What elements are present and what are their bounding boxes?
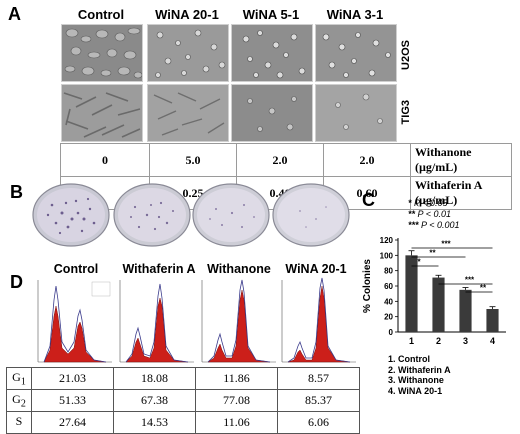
significance-text: P < 0.05 (414, 198, 448, 208)
micrograph-u2os-wina-3-1 (315, 24, 397, 82)
phase-subscript: 1 (20, 376, 26, 388)
histogram-title-withanone: Withanone (207, 262, 271, 276)
micrograph-tig3-wina-20-1 (147, 84, 229, 142)
significance-label: *** (441, 240, 451, 249)
significance-marker: ** (408, 209, 416, 219)
histogram-title-wina-20-1: WiNA 20-1 (285, 262, 347, 276)
row-label-tig3: TIG3 (400, 100, 412, 125)
category-legend-item: 3. Withanone (388, 375, 444, 385)
row-label-u2os: U2OS (400, 40, 412, 70)
row-label-withanone: Withanone (µg/mL) (410, 143, 512, 177)
phase-label-g1: G1 (6, 367, 32, 390)
table-cell: 6.06 (277, 411, 360, 434)
table-cell: 8.57 (277, 367, 360, 390)
table-cell: 2.0 (236, 143, 324, 177)
colony-dish-1 (32, 183, 110, 247)
phase-letter: S (15, 413, 23, 428)
y-tick-label: 80 (384, 267, 393, 276)
table-cell: 11.86 (195, 367, 278, 390)
significance-item: *** P < 0.001 (408, 220, 459, 231)
table-cell: 5.0 (149, 143, 237, 177)
x-tick-label: 3 (463, 336, 468, 346)
micrograph-tig3-wina-5-1 (231, 84, 313, 142)
cell-cycle-histogram-wina-20-1 (281, 277, 356, 363)
panel-label-c: C (362, 190, 375, 210)
y-axis-label: % Colonies (362, 259, 373, 313)
table-cell: 77.08 (195, 389, 278, 412)
category-legend: 1. Control 2. Withaferin A 3. Withanone … (388, 354, 451, 396)
significance-label: ** (429, 249, 436, 258)
bar (432, 277, 445, 332)
column-title-wina-20-1: WiNA 20-1 (155, 7, 219, 22)
phase-label-g2: G2 (6, 389, 32, 412)
category-legend-item: 2. Withaferin A (388, 364, 451, 375)
phase-letter: G (12, 391, 21, 406)
y-tick-label: 0 (389, 328, 394, 337)
table-cell: 21.03 (31, 367, 114, 390)
y-tick-label: 20 (384, 313, 393, 322)
table-row: G2 51.33 67.38 77.08 85.37 (6, 389, 360, 412)
table-cell: 67.38 (113, 389, 196, 412)
y-tick-label: 60 (384, 282, 393, 291)
micrograph-u2os-wina-20-1 (147, 24, 229, 82)
y-tick-label: 100 (380, 251, 394, 260)
panel-label-a: A (8, 4, 21, 24)
panel-label-b: B (10, 182, 23, 202)
category-legend-item: 4. WiNA 20-1 (388, 385, 443, 396)
histogram-title-control: Control (53, 262, 99, 276)
significance-marker: * (408, 198, 412, 208)
bar (459, 289, 472, 332)
significance-label: * (417, 258, 421, 267)
significance-text: P < 0.001 (421, 220, 460, 230)
category-legend-item: 1. Control (388, 354, 430, 364)
colony-dish-2 (113, 183, 191, 247)
y-tick-label: 40 (384, 297, 393, 306)
phase-subscript: 2 (20, 398, 26, 410)
x-tick-label: 2 (436, 336, 441, 346)
micrograph-tig3-control (61, 84, 143, 142)
x-tick-label: 1 (409, 336, 414, 346)
colony-dish-4 (272, 183, 350, 247)
significance-item: ** P < 0.01 (408, 209, 459, 220)
column-title-control: Control (77, 7, 125, 22)
micrograph-u2os-control (61, 24, 143, 82)
significance-item: * P < 0.05 (408, 198, 459, 209)
significance-label: *** (465, 276, 475, 285)
cell-cycle-histogram-withaferin-a (119, 280, 194, 363)
panel-label-d: D (10, 272, 23, 292)
table-cell: 85.37 (277, 389, 360, 412)
histogram-title-withaferin-a: Withaferin A (122, 262, 196, 276)
bar (405, 255, 418, 332)
table-cell: 18.08 (113, 367, 196, 390)
cell-cycle-histogram-withanone (201, 279, 276, 363)
significance-legend: * P < 0.05 ** P < 0.01 *** P < 0.001 (408, 198, 459, 231)
micrograph-tig3-wina-3-1 (315, 84, 397, 142)
significance-marker: *** (408, 220, 419, 230)
phase-label-s: S (6, 411, 32, 434)
table-cell: 2.0 (323, 143, 411, 177)
row-label-withaferin-a: Withaferin A (µg/mL) (410, 176, 512, 210)
cell-cycle-table: G1 21.03 18.08 11.86 8.57 G2 51.33 67.38… (6, 367, 360, 434)
table-row: G1 21.03 18.08 11.86 8.57 (6, 367, 360, 390)
y-tick-label: 120 (380, 236, 394, 245)
table-row: 0 5.0 2.0 2.0 Withanone (µg/mL) (60, 143, 512, 177)
table-cell: 14.53 (113, 411, 196, 434)
column-title-wina-3-1: WiNA 3-1 (326, 7, 384, 22)
significance-label: ** (480, 284, 487, 293)
x-tick-label: 4 (490, 336, 495, 346)
table-cell: 27.64 (31, 411, 114, 434)
table-cell: 51.33 (31, 389, 114, 412)
phase-letter: G (12, 369, 21, 384)
bar (486, 309, 499, 332)
significance-text: P < 0.01 (417, 209, 451, 219)
colony-dish-3 (192, 183, 270, 247)
table-row: S 27.64 14.53 11.06 6.06 (6, 411, 360, 434)
table-cell: 0 (60, 143, 150, 177)
micrograph-u2os-wina-5-1 (231, 24, 313, 82)
column-title-wina-5-1: WiNA 5-1 (242, 7, 300, 22)
cell-cycle-histogram-control (37, 280, 112, 363)
table-cell: 11.06 (195, 411, 278, 434)
